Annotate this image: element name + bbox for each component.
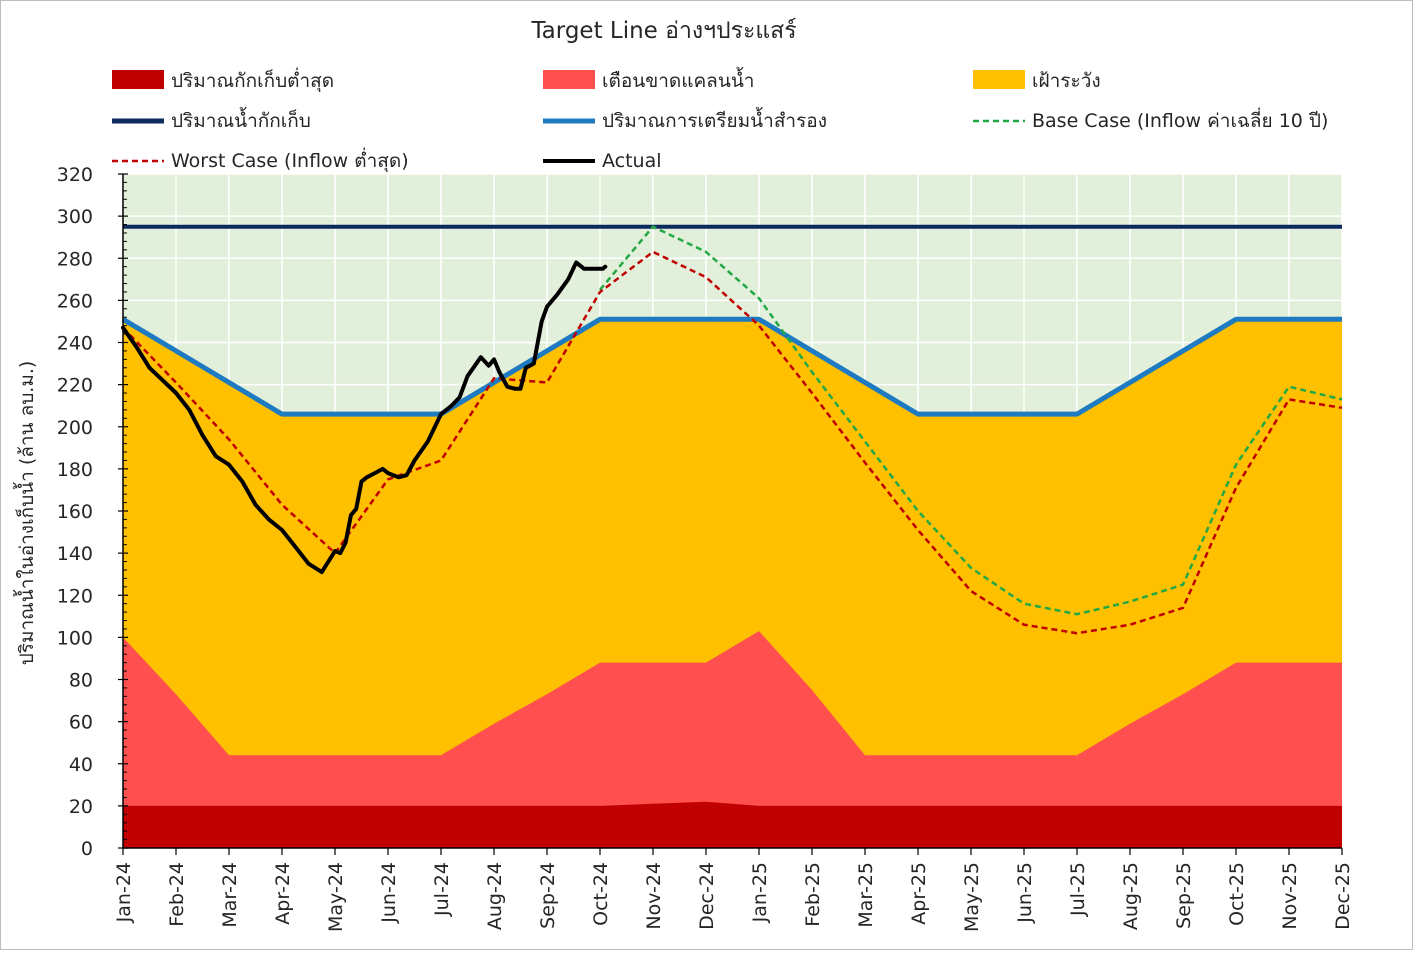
x-tick-label: Sep-24 bbox=[537, 862, 559, 929]
shortage-warning-area bbox=[123, 631, 1342, 848]
x-tick-label: Dec-24 bbox=[696, 862, 718, 930]
x-tick-label: Mar-25 bbox=[855, 862, 877, 928]
y-tick-label: 280 bbox=[57, 248, 93, 270]
base-case-line bbox=[599, 225, 1343, 616]
legend-swatch-watch bbox=[973, 70, 1025, 89]
y-tick-label: 260 bbox=[57, 290, 93, 312]
legend-label-worst-case: Worst Case (Inflow ต่ำสุด) bbox=[171, 147, 409, 173]
legend-swatch-min-storage bbox=[112, 70, 164, 89]
x-tick-label: Aug-24 bbox=[484, 862, 506, 930]
x-tick-label: Feb-24 bbox=[166, 862, 188, 927]
x-tick-label: Nov-24 bbox=[643, 862, 665, 930]
x-tick-label: Jun-25 bbox=[1014, 862, 1036, 924]
legend-label-base-case: Base Case (Inflow ค่าเฉลี่ย 10 ปี) bbox=[1032, 107, 1328, 132]
chart-title: Target Line อ่างฯประแสร์ bbox=[530, 17, 796, 44]
x-tick-label: Oct-24 bbox=[590, 862, 612, 926]
y-tick-label: 200 bbox=[57, 417, 93, 439]
y-tick-label: 60 bbox=[69, 712, 93, 734]
x-tick-label: Aug-25 bbox=[1120, 862, 1142, 930]
legend-swatch-shortage-warning bbox=[543, 70, 595, 89]
y-tick-label: 80 bbox=[69, 670, 93, 692]
x-tick-label: May-25 bbox=[961, 862, 983, 932]
reserve-line bbox=[121, 316, 1342, 417]
x-tick-label: Nov-25 bbox=[1279, 862, 1301, 930]
x-tick-label: Feb-25 bbox=[802, 862, 824, 927]
legend-label-min-storage: ปริมาณกักเก็บต่ำสุด bbox=[171, 67, 334, 93]
x-tick-label: Jan-25 bbox=[749, 862, 771, 923]
x-tick-label: Mar-24 bbox=[219, 862, 241, 928]
y-tick-label: 300 bbox=[57, 206, 93, 228]
actual-line bbox=[121, 260, 608, 575]
legend-label-actual: Actual bbox=[602, 150, 662, 172]
x-tick-label: Jan-24 bbox=[113, 862, 135, 923]
worst-case-line bbox=[122, 250, 1343, 635]
y-tick-label: 100 bbox=[57, 627, 93, 649]
x-tick-label: Sep-25 bbox=[1173, 862, 1195, 929]
x-tick-label: Jul-25 bbox=[1067, 862, 1089, 917]
legend-label-capacity: ปริมาณน้ำกักเก็บ bbox=[171, 107, 311, 132]
x-tick-label: Jun-24 bbox=[378, 862, 400, 924]
y-tick-label: 0 bbox=[81, 838, 93, 860]
y-tick-label: 40 bbox=[69, 754, 93, 776]
y-tick-label: 220 bbox=[57, 375, 93, 397]
y-tick-label: 240 bbox=[57, 333, 93, 355]
y-axis-title: ปริมาณน้ำในอ่างเก็บน้ำ (ล้าน ลบ.ม.) bbox=[13, 361, 38, 666]
y-tick-label: 320 bbox=[57, 164, 93, 186]
x-tick-label: Jul-24 bbox=[431, 862, 453, 917]
x-tick-label: May-24 bbox=[325, 862, 347, 932]
plot-area: 0 20 40 60 80 100 120 140 160 180 200 220 240 260 280 3… bbox=[57, 164, 1354, 932]
y-tick-label: 160 bbox=[57, 501, 93, 523]
y-tick-label: 140 bbox=[57, 543, 93, 565]
y-tick-label: 20 bbox=[69, 796, 93, 818]
legend-label-watch: เฝ้าระวัง bbox=[1032, 70, 1101, 92]
x-tick-label: Apr-25 bbox=[908, 862, 930, 925]
watch-area bbox=[123, 319, 1342, 848]
min-storage-area bbox=[123, 801, 1342, 848]
legend-label-reserve: ปริมาณการเตรียมน้ำสำรอง bbox=[602, 107, 827, 132]
x-tick-label: Apr-24 bbox=[272, 862, 294, 925]
x-tick-label: Oct-25 bbox=[1226, 862, 1248, 926]
legend: ปริมาณกักเก็บต่ำสุด เตือนขาดแคลนน้ำ เฝ้า… bbox=[112, 67, 1328, 173]
x-tick-label: Dec-25 bbox=[1332, 862, 1354, 930]
y-tick-label: 120 bbox=[57, 585, 93, 607]
legend-label-shortage-warning: เตือนขาดแคลนน้ำ bbox=[602, 67, 754, 92]
y-tick-label: 180 bbox=[57, 459, 93, 481]
